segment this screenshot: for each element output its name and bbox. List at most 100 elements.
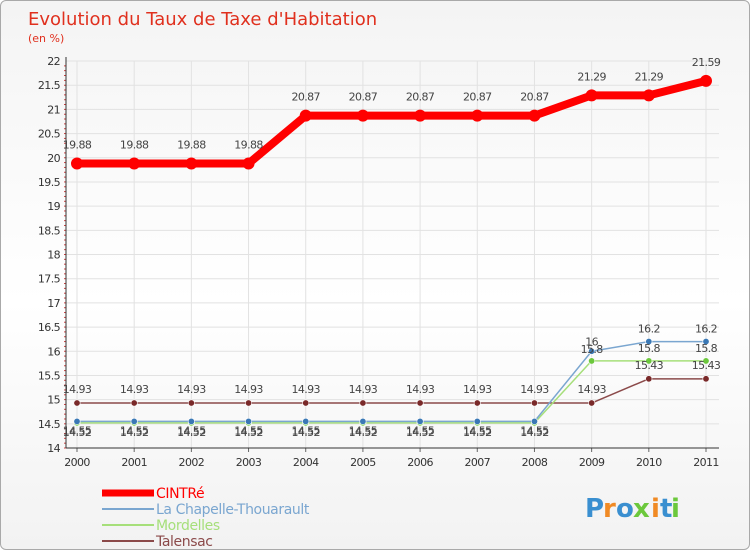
data-label: 14.55: [406, 424, 435, 437]
data-point: [702, 357, 710, 365]
data-point: [130, 399, 138, 407]
data-label: 14.52: [120, 426, 149, 439]
y-tick-label: 15: [47, 394, 60, 407]
data-label: 15.8: [695, 342, 718, 355]
data-label: 14.55: [291, 424, 320, 437]
data-point: [414, 109, 427, 122]
logo-letter: x: [633, 494, 651, 524]
data-label: 15.43: [692, 359, 721, 372]
x-tick-label: 2005: [350, 456, 376, 469]
series-la-chapelle-thouarault: [73, 338, 710, 425]
data-point: [471, 109, 484, 122]
data-label: 20.87: [520, 91, 549, 104]
data-point: [530, 417, 538, 425]
proxiti-logo: Pr ox i ti: [585, 494, 681, 524]
data-point: [73, 399, 81, 407]
x-tick-label: 2003: [236, 456, 262, 469]
data-point: [473, 417, 481, 425]
series-line: [73, 76, 710, 168]
y-axis-unit: (en %): [28, 32, 64, 45]
data-label: 21.29: [635, 70, 664, 83]
x-tick-label: 2011: [693, 456, 719, 469]
data-label: 19.88: [120, 139, 149, 152]
logo-letter: o: [616, 494, 635, 524]
data-point: [73, 417, 81, 425]
data-point: [187, 399, 195, 407]
y-tick-label: 18: [47, 249, 60, 262]
legend-label: Mordelles: [156, 518, 220, 534]
data-point: [356, 109, 369, 122]
y-tick-label: 17: [47, 297, 60, 310]
data-point: [128, 157, 141, 170]
y-tick-label: 16.5: [38, 321, 61, 334]
data-point: [359, 417, 367, 425]
y-tick-label: 19: [47, 200, 60, 213]
y-tick-label: 20: [47, 152, 60, 165]
series-line: [76, 378, 707, 404]
data-point: [473, 399, 481, 407]
data-labels: 14.55 14.55 14.55 14.55 14.55 14.55 14.55 14.55…: [63, 323, 718, 438]
data-point: [645, 357, 653, 365]
logo-letter: t: [660, 494, 673, 524]
logo-letter: r: [603, 494, 617, 524]
data-label: 20.87: [406, 91, 435, 104]
data-label: 21.59: [692, 56, 721, 69]
y-tick-label: 18.5: [38, 224, 61, 237]
data-point: [416, 399, 424, 407]
series-talensac: [73, 375, 710, 407]
data-label: 20.87: [349, 91, 378, 104]
data-point: [302, 417, 310, 425]
data-point: [302, 399, 310, 407]
y-tick-label: 17.5: [38, 273, 61, 286]
x-tick-label: 2004: [293, 456, 319, 469]
data-point: [359, 399, 367, 407]
data-point: [71, 157, 83, 170]
data-label: 21.29: [577, 70, 606, 83]
data-point: [588, 347, 596, 355]
x-tick-label: 2002: [179, 456, 205, 469]
y-tick-label: 16: [47, 345, 60, 358]
data-label: 14.55: [177, 424, 206, 437]
data-label: 14.93: [234, 383, 263, 396]
data-label: 14.93: [577, 383, 606, 396]
data-point: [242, 157, 255, 170]
series-layer: 19.88 19.88 19.88 19.88 20.87 20.87 20.87 20.87…: [63, 56, 722, 439]
logo-letter: i: [671, 494, 681, 524]
logo-letter: P: [585, 494, 605, 524]
x-tick-label: 2008: [522, 456, 548, 469]
data-label: 14.52: [463, 426, 492, 439]
data-label: 15.8: [638, 342, 661, 355]
x-tick-label: 2001: [121, 456, 147, 469]
legend-label: La Chapelle-Thouarault: [156, 502, 310, 518]
data-label: 14.93: [120, 383, 149, 396]
data-label: 16.2: [695, 323, 717, 336]
data-label: 15.43: [635, 359, 664, 372]
data-label: 19.88: [234, 139, 263, 152]
data-point: [645, 375, 653, 383]
data-label: 20.87: [291, 91, 320, 104]
series-mordelles: [73, 357, 710, 427]
data-point: [187, 417, 195, 425]
y-tick-label: 15.5: [38, 369, 61, 382]
series-line: [76, 340, 707, 423]
data-label: 14.52: [406, 426, 435, 439]
plot-area: 14 14.5 15 15.5 16 16.5 17 17.5 18 18.5 19 19.5 20 20…: [38, 55, 719, 469]
data-label: 19.88: [177, 139, 206, 152]
y-tick-label: 21.5: [38, 79, 61, 92]
data-label: 14.55: [120, 424, 149, 437]
x-tick-label: 2010: [636, 456, 662, 469]
data-point: [588, 357, 596, 365]
data-label: 14.93: [291, 383, 320, 396]
data-label: 14.55: [234, 424, 263, 437]
y-tick-label: 20.5: [38, 128, 61, 141]
data-point: [530, 399, 538, 407]
data-point: [642, 89, 655, 102]
data-point: [528, 109, 541, 122]
data-point: [245, 417, 253, 425]
data-point: [645, 338, 653, 346]
data-point: [185, 157, 198, 170]
y-tick-label: 14: [47, 442, 60, 455]
y-tick-label: 22: [47, 55, 60, 68]
